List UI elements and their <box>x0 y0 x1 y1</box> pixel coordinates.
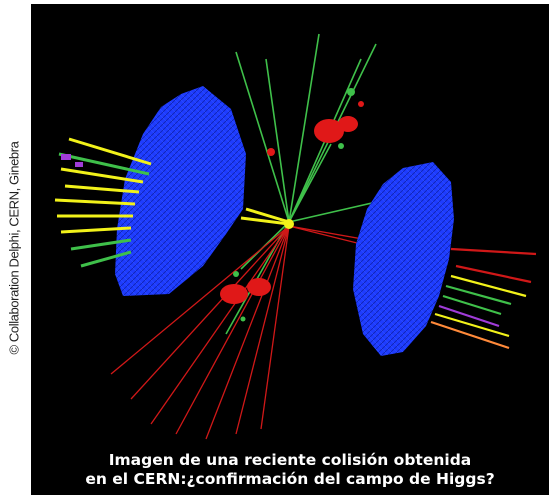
left-detector-cone <box>115 86 246 296</box>
right-track-bundle <box>430 247 537 350</box>
collision-event-display <box>54 33 537 440</box>
green-hits <box>233 88 355 322</box>
photo-credit-text: © Collaboration Delphi, CERN, Ginebra <box>6 141 22 354</box>
left-track-bundle <box>54 137 290 268</box>
collision-vertex <box>284 219 294 229</box>
right-detector-cone <box>353 162 454 356</box>
red-tracks <box>110 225 392 440</box>
image-caption: Imagen de una reciente colisión obtenida… <box>31 451 549 489</box>
energy-clusters <box>220 101 364 304</box>
collision-image: Imagen de una reciente colisión obtenida… <box>31 4 549 495</box>
left-magenta-hits <box>61 154 83 167</box>
photo-credit: © Collaboration Delphi, CERN, Ginebra <box>3 0 25 495</box>
caption-line-2: en el CERN:¿confirmación del campo de Hi… <box>85 470 495 488</box>
caption-line-1: Imagen de una reciente colisión obtenida <box>108 451 472 469</box>
